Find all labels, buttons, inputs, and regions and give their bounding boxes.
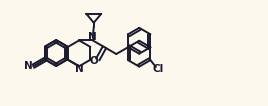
Text: N: N [88, 32, 97, 42]
Text: Cl: Cl [152, 64, 163, 74]
Text: N: N [24, 61, 33, 71]
Text: O: O [89, 56, 98, 66]
Text: N: N [75, 64, 84, 74]
